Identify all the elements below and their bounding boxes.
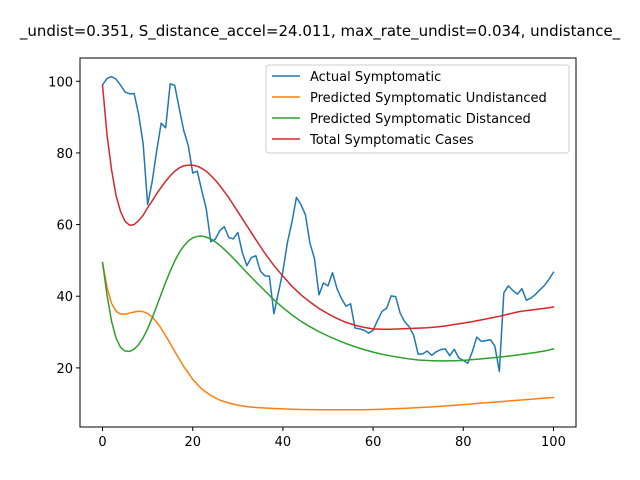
y-tick-label: 40 <box>56 290 73 305</box>
y-tick-label: 100 <box>48 75 73 90</box>
legend-label-3: Predicted Symptomatic Distanced <box>310 112 531 127</box>
series-line-1 <box>101 75 555 373</box>
legend-label-2: Predicted Symptomatic Undistanced <box>310 91 547 106</box>
x-tick-label: 100 <box>541 435 566 450</box>
plot-frame <box>79 57 577 428</box>
y-tick-label: 20 <box>56 362 73 377</box>
legend: Actual Symptomatic Predicted Symptomatic … <box>265 64 570 154</box>
series-line-3 <box>101 235 555 362</box>
x-tick-label: 80 <box>455 435 472 450</box>
x-tick-label: 60 <box>365 435 382 450</box>
series-line-2 <box>101 261 555 411</box>
ticks-layer: 0 20 40 60 80 100 20 40 60 80 100 <box>48 75 566 450</box>
legend-label-1: Actual Symptomatic <box>310 70 441 85</box>
y-tick-label: 60 <box>56 219 73 234</box>
y-tick-label: 80 <box>56 147 73 162</box>
x-tick-label: 0 <box>98 435 106 450</box>
series-line-4 <box>101 84 555 330</box>
x-tick-label: 40 <box>275 435 292 450</box>
x-tick-label: 20 <box>184 435 201 450</box>
legend-label-4: Total Symptomatic Cases <box>309 133 474 148</box>
legend-box <box>265 64 570 154</box>
chart-title: _undist=0.351, S_distance_accel=24.011, … <box>19 22 621 41</box>
lines-layer <box>101 75 555 411</box>
